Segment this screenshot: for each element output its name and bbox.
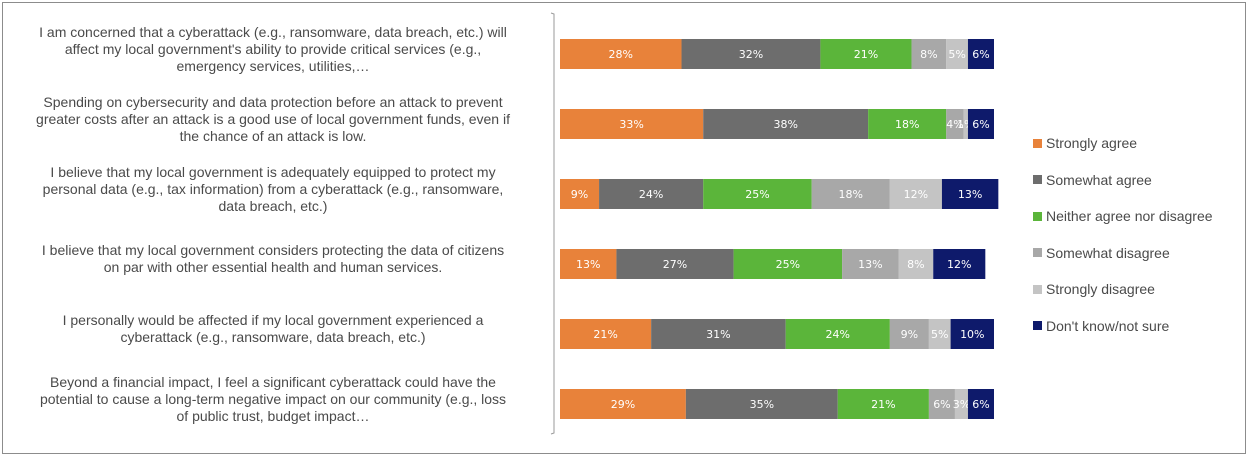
data-label: 33% — [619, 118, 643, 131]
category-label: Beyond a financial impact, I feel a sign… — [39, 373, 507, 424]
bar-segment — [928, 319, 951, 349]
bar-segment — [560, 319, 652, 349]
data-label: 9% — [571, 188, 588, 201]
data-label: 35% — [750, 398, 774, 411]
data-label: 31% — [706, 328, 730, 341]
legend-label: Somewhat disagree — [1046, 244, 1170, 261]
legend-label: Don't know/not sure — [1046, 317, 1170, 334]
legend-swatch — [1033, 138, 1042, 148]
bar-segment — [967, 389, 994, 419]
bar-segment — [898, 249, 934, 279]
legend-item: Somewhat disagree — [1033, 235, 1250, 272]
data-label: 32% — [739, 48, 763, 61]
bar-segment — [911, 39, 947, 69]
bar-segment — [560, 179, 600, 209]
data-label: 21% — [593, 328, 617, 341]
bar-segment — [616, 249, 734, 279]
data-label: 27% — [663, 258, 687, 271]
y-axis-line — [550, 12, 555, 435]
data-label: 24% — [639, 188, 663, 201]
bar-segment — [933, 249, 986, 279]
category-label: I personally would be affected if my loc… — [62, 312, 484, 345]
legend-swatch — [1033, 284, 1042, 294]
category-label: I believe that my local government consi… — [41, 242, 505, 275]
data-label: 12% — [947, 258, 971, 271]
bar-segment — [560, 389, 686, 419]
data-label: 13% — [858, 258, 882, 271]
data-label: 12% — [904, 188, 928, 201]
data-label: 8% — [920, 48, 937, 61]
data-label: 6% — [972, 118, 989, 131]
bar-segment — [967, 109, 994, 139]
chart-legend: Strongly agree Somewhat agree Neither ag… — [1033, 125, 1250, 344]
legend-swatch — [1033, 321, 1042, 331]
data-label: 21% — [871, 398, 895, 411]
data-label: 5% — [931, 328, 948, 341]
bar-segment — [842, 249, 899, 279]
legend-swatch — [1033, 248, 1042, 258]
bar-segment — [560, 39, 682, 69]
bar-segment — [703, 109, 869, 139]
legend-label: Somewhat agree — [1046, 171, 1152, 188]
legend-label: Strongly agree — [1046, 135, 1138, 152]
bar-segment — [946, 109, 964, 139]
bar-segment — [837, 389, 929, 419]
bar-segment — [954, 389, 968, 419]
data-label: 18% — [895, 118, 919, 131]
data-label: 3% — [953, 398, 970, 411]
data-label: 6% — [933, 398, 950, 411]
bar-segment — [950, 319, 994, 349]
bar-segment — [681, 39, 821, 69]
legend-label: Neither agree nor disagree — [1046, 208, 1213, 225]
data-label: 24% — [826, 328, 850, 341]
bar-segment — [560, 249, 617, 279]
bar-segment — [703, 179, 812, 209]
bar-segment — [651, 319, 786, 349]
category-label: I believe that my local government is ad… — [42, 163, 504, 214]
bar-segment — [946, 39, 968, 69]
legend-item: Neither agree nor disagree — [1033, 198, 1250, 235]
bar-segment — [889, 179, 942, 209]
data-label: 29% — [611, 398, 635, 411]
legend-item: Somewhat agree — [1033, 162, 1250, 199]
bar-segment — [941, 179, 999, 209]
data-label: 38% — [773, 118, 797, 131]
data-label: 13% — [576, 258, 600, 271]
bar-segment — [785, 319, 890, 349]
bar-segment — [733, 249, 843, 279]
data-label: 6% — [972, 398, 989, 411]
category-label: I am concerned that a cyberattack (e.g.,… — [39, 23, 507, 74]
data-label: 13% — [958, 188, 982, 201]
bar-segment — [820, 39, 912, 69]
bar-segment — [963, 109, 968, 139]
bar-segment — [967, 39, 994, 69]
data-label: 21% — [854, 48, 878, 61]
data-label: 18% — [839, 188, 863, 201]
data-label: 6% — [972, 48, 989, 61]
data-label: 4% — [946, 118, 963, 131]
bar-segment — [685, 389, 838, 419]
legend-swatch — [1033, 175, 1042, 185]
bar-segment — [560, 109, 704, 139]
data-label: 10% — [960, 328, 984, 341]
data-label: 9% — [901, 328, 918, 341]
data-label: 25% — [776, 258, 800, 271]
bar-segment — [928, 389, 955, 419]
data-label: 25% — [745, 188, 769, 201]
bar-segment — [868, 109, 947, 139]
data-label: 28% — [609, 48, 633, 61]
legend-item: Don't know/not sure — [1033, 308, 1250, 345]
legend-item: Strongly agree — [1033, 125, 1250, 162]
bar-segment — [811, 179, 890, 209]
legend-item: Strongly disagree — [1033, 271, 1250, 308]
chart-plot: 28% 32% 21% 8% 5% 6%33% 38% 18% 4%1%6%9% 24% 25% 18… — [550, 12, 999, 435]
data-label: 8% — [907, 258, 924, 271]
legend-swatch — [1033, 211, 1042, 221]
category-label: Spending on cybersecurity and data prote… — [36, 93, 510, 144]
legend-label: Strongly disagree — [1046, 281, 1155, 298]
bar-segment — [889, 319, 929, 349]
data-label: 5% — [948, 48, 965, 61]
bar-segment — [599, 179, 704, 209]
